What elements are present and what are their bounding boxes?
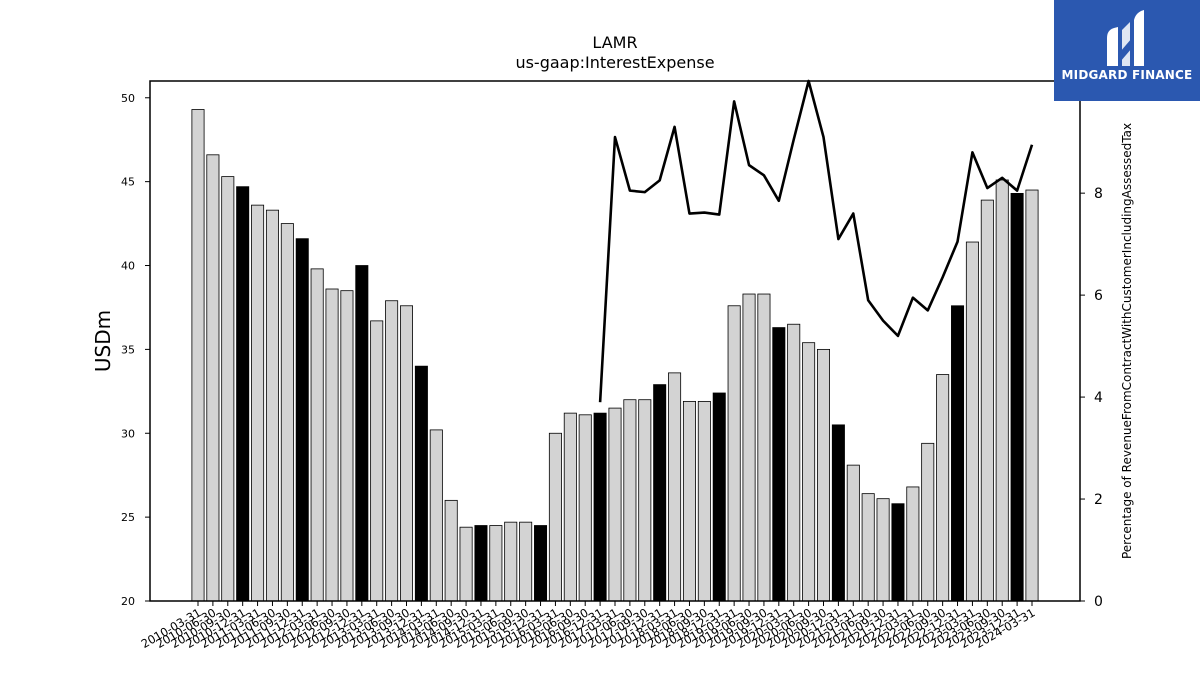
bar	[593, 412, 607, 602]
bar	[310, 268, 324, 602]
y-tick-label: 20	[121, 595, 135, 608]
chart-title: LAMR	[592, 33, 637, 52]
bar	[608, 407, 622, 602]
bar	[980, 199, 994, 602]
bar	[965, 241, 979, 602]
chart-subtitle: us-gaap:InterestExpense	[515, 53, 714, 72]
bar	[474, 525, 488, 602]
bar	[534, 525, 548, 602]
bar	[1010, 192, 1024, 602]
bar	[251, 204, 265, 602]
bar	[846, 464, 860, 602]
bar	[876, 498, 890, 602]
bar	[668, 372, 682, 602]
y2-tick-label: 8	[1094, 186, 1103, 202]
bar-series	[191, 109, 1039, 602]
bar	[816, 348, 831, 602]
bar	[325, 288, 339, 602]
bar	[697, 400, 711, 602]
y2-tick-label: 0	[1094, 594, 1103, 610]
bar	[221, 176, 235, 602]
bar	[265, 209, 279, 602]
bar	[295, 238, 309, 602]
bar	[355, 265, 369, 602]
bar	[414, 365, 428, 602]
bar	[653, 384, 667, 602]
y-tick-label: 35	[121, 343, 135, 356]
bar	[623, 399, 637, 602]
bar	[459, 526, 473, 602]
logo-mark-icon	[1107, 10, 1144, 66]
bar	[340, 290, 354, 602]
bar	[995, 179, 1009, 602]
bar	[951, 305, 965, 602]
series-line	[598, 79, 1034, 403]
bar	[742, 293, 756, 602]
bar	[861, 493, 875, 602]
bar	[638, 399, 652, 602]
bar	[757, 293, 771, 602]
y-tick-label: 50	[121, 92, 135, 105]
bar	[191, 109, 205, 602]
y2-tick-label: 4	[1094, 390, 1103, 406]
bar	[936, 374, 950, 602]
bar	[906, 486, 920, 602]
bar	[236, 186, 250, 602]
bar	[802, 342, 816, 602]
bar	[399, 305, 414, 602]
bar	[578, 414, 592, 602]
line-series	[598, 79, 1034, 403]
bar	[370, 320, 384, 602]
y-axis-right: 0246810	[1080, 84, 1112, 610]
x-axis: 2010-03-312010-06-302010-09-302010-12-31…	[139, 601, 1038, 651]
bar	[563, 412, 577, 602]
y-tick-label: 40	[121, 260, 135, 273]
bar	[727, 305, 741, 602]
y2-tick-label: 6	[1094, 288, 1103, 304]
bar	[831, 424, 845, 602]
bar	[504, 521, 518, 602]
logo-text: MIDGARD FINANCE	[1061, 68, 1193, 82]
y-tick-label: 30	[121, 427, 135, 440]
y2-axis-label: Percentage of RevenueFromContractWithCus…	[1120, 123, 1134, 559]
bar	[206, 154, 220, 602]
brand-logo: MIDGARD FINANCE	[1054, 0, 1200, 101]
bar	[489, 525, 503, 602]
bar	[548, 432, 562, 602]
y-axis-left: 20 25 30 35 40 45 50	[121, 92, 150, 608]
y-axis-label: USDm	[91, 310, 115, 372]
bar	[1025, 189, 1039, 602]
bar	[772, 327, 786, 602]
bar	[280, 223, 294, 602]
bar	[444, 499, 458, 602]
bar	[787, 323, 801, 602]
bar	[519, 521, 533, 602]
bar	[429, 429, 443, 602]
bar	[712, 392, 726, 602]
y2-tick-label: 2	[1094, 492, 1103, 508]
bar	[385, 300, 399, 602]
bar	[682, 400, 696, 602]
y-tick-label: 25	[121, 511, 135, 524]
y-tick-label: 45	[121, 176, 135, 189]
bar	[891, 503, 905, 602]
bar	[921, 442, 935, 602]
